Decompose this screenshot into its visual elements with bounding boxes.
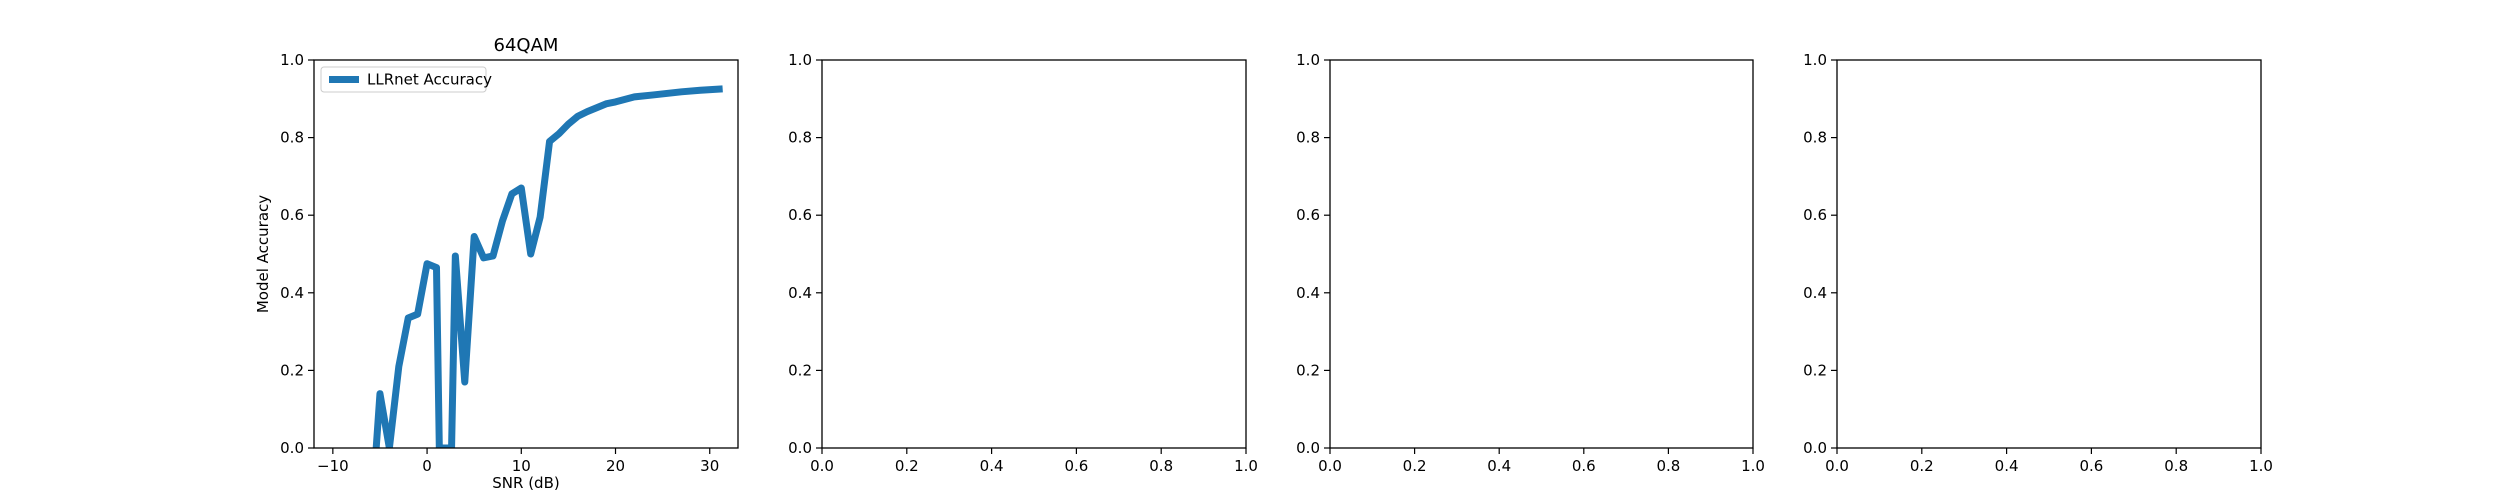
chart-2: 0.0 0.2 0.4 0.6 0.8 1.0 0.0 0.2 0.4 0.6 0.8 1.0 [788, 51, 1258, 475]
chart-4-x-tick-label: 0.8 [2164, 457, 2188, 475]
chart-3-x-tick-label: 0.4 [1487, 457, 1511, 475]
chart-2-y-tick-label: 0.0 [788, 439, 812, 457]
chart-4-y-tick-label: 0.8 [1803, 129, 1827, 147]
chart-1-y-tick-label: 0.6 [280, 206, 304, 224]
chart-1-y-tick-label: 0.4 [280, 284, 304, 302]
chart-1-y-tick-label: 0.2 [280, 361, 304, 379]
chart-2-x-tick-label: 0.0 [810, 457, 834, 475]
chart-3-y-tick-label: 1.0 [1296, 51, 1320, 69]
chart-1-series-line-1 [372, 85, 723, 448]
chart-1-title: 64QAM [494, 35, 559, 56]
chart-4: 0.0 0.2 0.4 0.6 0.8 1.0 0.0 0.2 0.4 0.6 0.8 1.0 [1803, 51, 2273, 475]
chart-3-y-tick-label: 0.2 [1296, 361, 1320, 379]
chart-3-y-tick-label: 0.0 [1296, 439, 1320, 457]
chart-1-x-axis-label: SNR (dB) [492, 474, 559, 492]
chart-3-x-tick-label: 0.8 [1656, 457, 1680, 475]
chart-4-x-tick-label: 0.2 [1910, 457, 1934, 475]
chart-3-y-tick-label: 0.4 [1296, 284, 1320, 302]
chart-3-x-tick-label: 1.0 [1741, 457, 1765, 475]
chart-4-y-tick-label: 0.0 [1803, 439, 1827, 457]
chart-1-x-tick-label: 20 [606, 457, 625, 475]
chart-3-y-tick-label: 0.8 [1296, 129, 1320, 147]
chart-1-y-axis-label: Model Accuracy [254, 195, 272, 313]
chart-1-x-tick-label: 10 [512, 457, 531, 475]
chart-4-axes-frame [1836, 59, 2262, 449]
chart-1-y-tick-label: 0.8 [280, 129, 304, 147]
chart-1-y-tick-label: 0.0 [280, 439, 304, 457]
chart-3-x-tick-label: 0.0 [1318, 457, 1342, 475]
chart-1-x-tick-label: −10 [317, 457, 349, 475]
chart-1-axes-frame [313, 59, 739, 449]
chart-3-axes-frame [1329, 59, 1754, 449]
chart-3-y-tick-label: 0.6 [1296, 206, 1320, 224]
chart-2-y-tick-label: 0.2 [788, 361, 812, 379]
chart-4-x-tick-label: 0.4 [1995, 457, 2019, 475]
chart-2-x-tick-label: 0.2 [895, 457, 919, 475]
chart-2-y-tick-label: 0.8 [788, 129, 812, 147]
chart-4-y-tick-label: 0.2 [1803, 361, 1827, 379]
chart-4-x-tick-label: 0.0 [1825, 457, 1849, 475]
chart-2-y-tick-label: 1.0 [788, 51, 812, 69]
chart-4-y-tick-label: 0.6 [1803, 206, 1827, 224]
chart-2-x-tick-label: 0.4 [980, 457, 1004, 475]
chart-2-x-tick-label: 0.8 [1149, 457, 1173, 475]
chart-1-x-tick-label: 0 [422, 457, 432, 475]
chart-3-x-tick-label: 0.2 [1403, 457, 1427, 475]
chart-4-x-tick-label: 0.6 [2079, 457, 2103, 475]
chart-3: 0.0 0.2 0.4 0.6 0.8 1.0 0.0 0.2 0.4 0.6 0.8 1.0 [1296, 51, 1765, 475]
chart-2-x-tick-label: 0.6 [1064, 457, 1088, 475]
chart-2-x-tick-label: 1.0 [1234, 457, 1258, 475]
chart-1-legend-box [320, 66, 487, 93]
chart-2-y-tick-label: 0.6 [788, 206, 812, 224]
chart-1-y-tick-label: 1.0 [280, 51, 304, 69]
chart-4-y-tick-label: 1.0 [1803, 51, 1827, 69]
chart-3-x-tick-label: 0.6 [1572, 457, 1596, 475]
chart-4-x-tick-label: 1.0 [2249, 457, 2273, 475]
chart-2-y-tick-label: 0.4 [788, 284, 812, 302]
chart-1-legend: LLRnet Accuracy [320, 66, 492, 93]
chart-1-x-tick-label: 30 [700, 457, 719, 475]
chart-2-axes-frame [821, 59, 1247, 449]
chart-4-y-tick-label: 0.4 [1803, 284, 1827, 302]
chart-1-legend-label: LLRnet Accuracy [367, 71, 492, 89]
chart-1: −10 0 10 20 30 0.0 0.2 0.4 0.6 0.8 1.0 64QAM SNR (dB… [254, 35, 739, 492]
